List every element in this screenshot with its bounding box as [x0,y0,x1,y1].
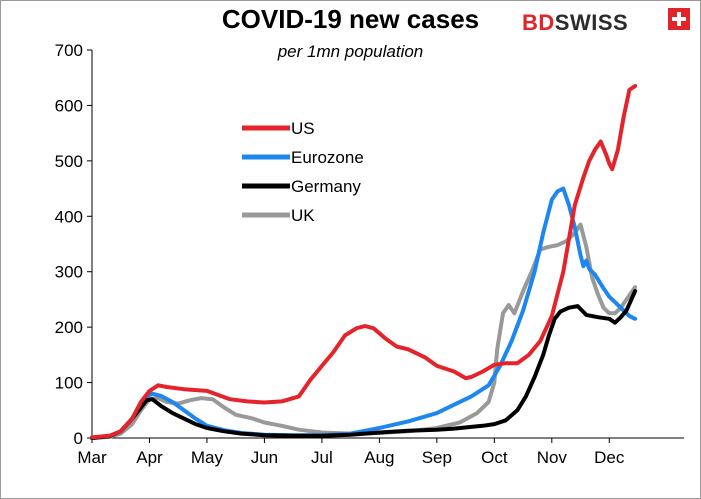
x-tick-label: May [191,448,224,467]
series-line-eurozone [90,186,638,440]
swiss-cross-icon [668,8,690,30]
y-tick-label: 600 [55,96,83,115]
brand-logo: BDSWISS [522,10,628,36]
legend-label-eurozone: Eurozone [291,148,364,167]
y-tick-label: 500 [55,152,83,171]
y-tick-label: 100 [55,374,83,393]
series-line-uk [90,222,638,440]
x-tick-label: Apr [136,448,163,467]
x-tick-label: Jun [251,448,278,467]
legend-label-germany: Germany [291,177,361,196]
x-tick-label: Jul [311,448,333,467]
y-tick-label: 0 [74,429,83,448]
chart-axes [91,50,684,439]
x-tick-label: Aug [364,448,394,467]
logo-text-bd: BD [522,10,555,35]
logo-text-swiss: SWISS [554,10,629,35]
legend-label-us: US [291,119,315,138]
y-tick-label: 300 [55,263,83,282]
x-tick-label: Mar [77,448,107,467]
x-tick-label: Nov [537,448,568,467]
chart-legend: US Eurozone Germany UK [242,119,364,225]
chart-series [90,84,638,440]
x-tick-label: Oct [481,448,508,467]
legend-label-uk: UK [291,206,315,225]
series-line-us [90,84,638,440]
series-line-germany [90,289,638,440]
x-tick-label: Sep [422,448,452,467]
y-tick-label: 700 [55,41,83,60]
y-tick-label: 400 [55,207,83,226]
chart-subtitle: per 1mn population [277,42,424,61]
x-tick-label: Dec [594,448,625,467]
chart-title: COVID-19 new cases [221,4,480,34]
y-tick-label: 200 [55,318,83,337]
chart-ticks: 0 100 200 300 400 500 600 700 Mar Apr May Jun Jul Aug… [55,41,625,467]
